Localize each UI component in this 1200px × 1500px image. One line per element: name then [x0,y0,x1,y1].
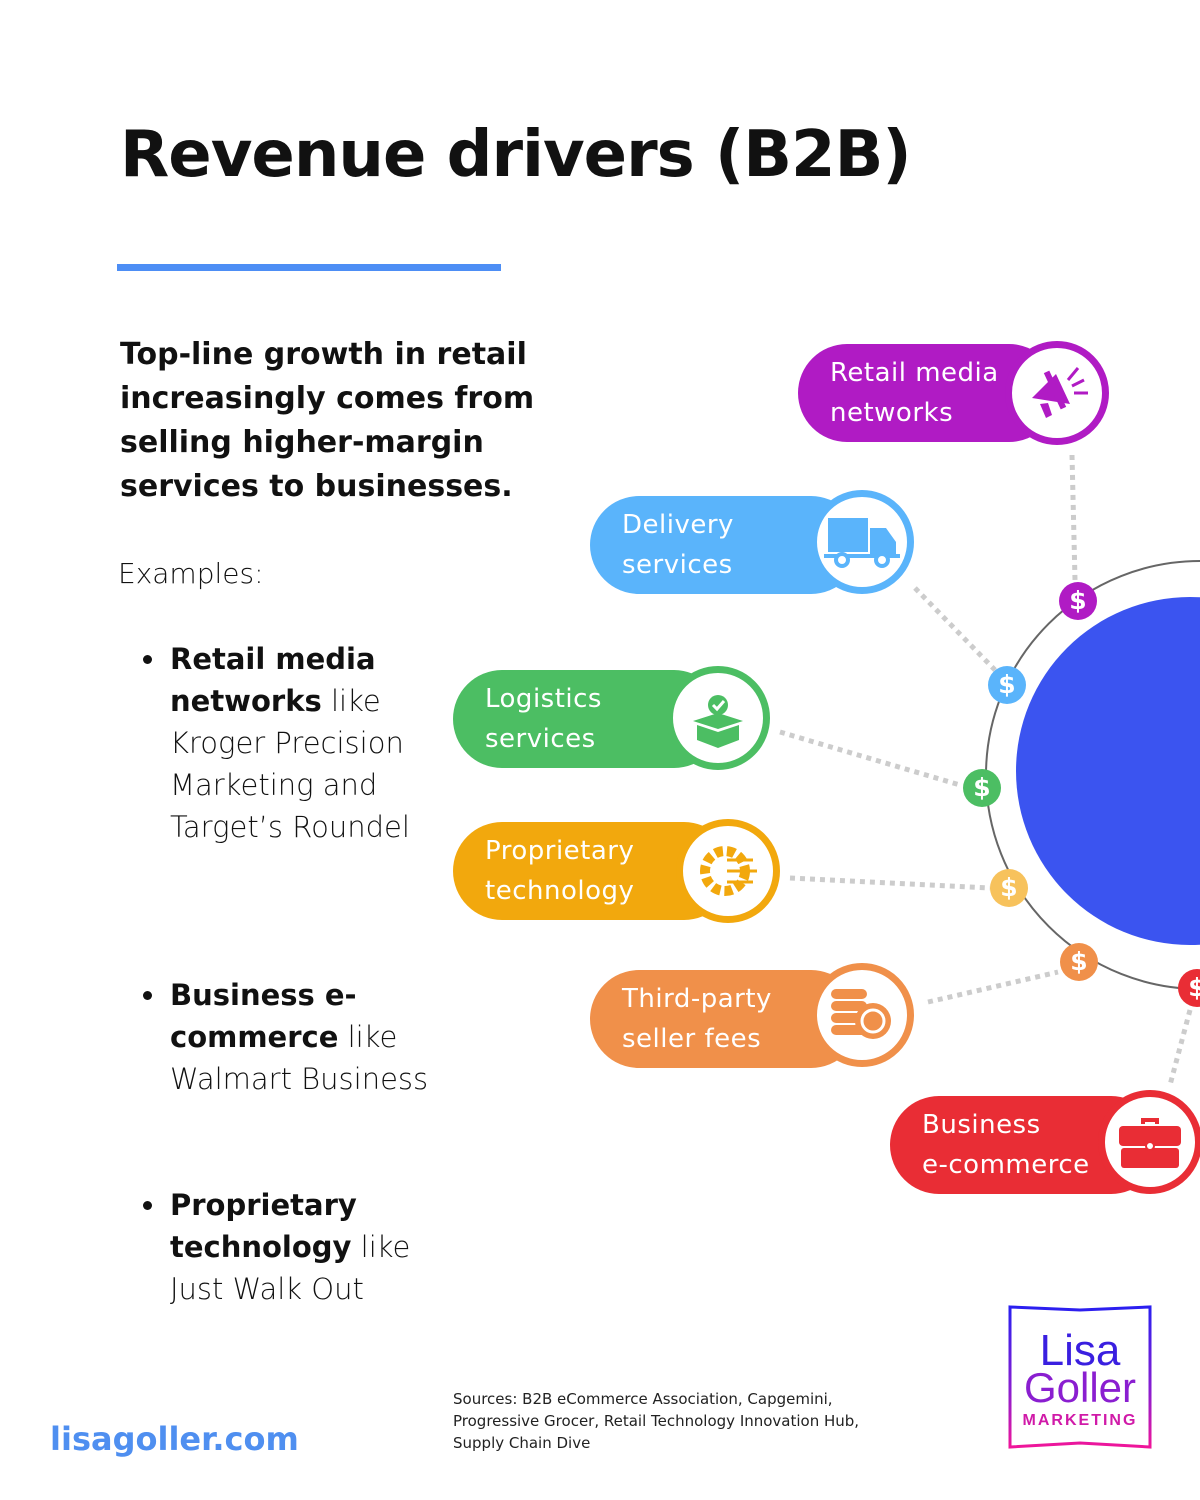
example-rest: like Kroger Precision Marketing and Targ… [170,684,410,844]
gear-circuit-icon [676,819,780,923]
page-title: Revenue drivers (B2B) [120,118,912,192]
node-label: seller fees [622,1024,762,1054]
svg-text:Lisa: Lisa [1040,1326,1121,1375]
dollar-coin-icon: $ [1060,943,1098,981]
connector [913,586,997,672]
node-label: Proprietary [485,836,635,866]
node-label: Business [922,1110,1041,1140]
coins-icon [810,963,914,1067]
title-underline [117,264,501,271]
website-link[interactable]: lisagoller.com [50,1420,299,1458]
node-label: services [622,550,733,580]
example-bold: Business e-commerce [170,978,357,1054]
node-label: Third-party [622,984,772,1014]
node-label: e-commerce [922,1150,1090,1180]
connector [789,875,991,891]
dollar-coin-icon: $ [990,869,1028,907]
dollar-coin-icon: $ [1059,582,1097,620]
lisa-goller-logo: Lisa Goller MARKETING [1008,1305,1152,1449]
example-bold: Retail media networks [170,642,376,718]
example-rest: like Walmart Business [170,1020,429,1096]
hub-circle [1016,597,1200,945]
connector [1167,1009,1193,1086]
connector [779,729,961,788]
dollar-coin-icon: $ [988,666,1026,704]
node-label: technology [485,876,635,906]
connector [927,969,1059,1005]
example-item: Business e-commerce like Walmart Busines… [143,974,430,1100]
megaphone-icon [1005,341,1109,445]
example-item: Retail media networks like Kroger Precis… [143,638,430,848]
example-item: Proprietary technology like Just Walk Ou… [143,1184,430,1310]
node-label: Retail media [830,358,999,388]
example-rest: like Just Walk Out [170,1230,411,1306]
node-label: services [485,724,596,754]
sources-text: Sources: B2B eCommerce Association, Capg… [453,1390,860,1452]
truck-icon [810,490,914,594]
examples-label: Examples: [118,557,264,590]
dollar-coin-icon: $ [1178,969,1200,1007]
briefcase-icon [1098,1090,1200,1194]
example-bold: Proprietary technology [170,1188,357,1264]
package-check-icon [666,666,770,770]
lead-text: Top-line growth in retail increasingly c… [120,337,535,504]
node-label: Delivery [622,510,734,540]
svg-text:MARKETING: MARKETING [1023,1412,1138,1429]
svg-text:Goller: Goller [1024,1364,1136,1411]
node-label: networks [830,398,954,428]
connector [1069,454,1078,581]
dollar-coin-icon: $ [963,769,1001,807]
node-label: Logistics [485,684,602,714]
